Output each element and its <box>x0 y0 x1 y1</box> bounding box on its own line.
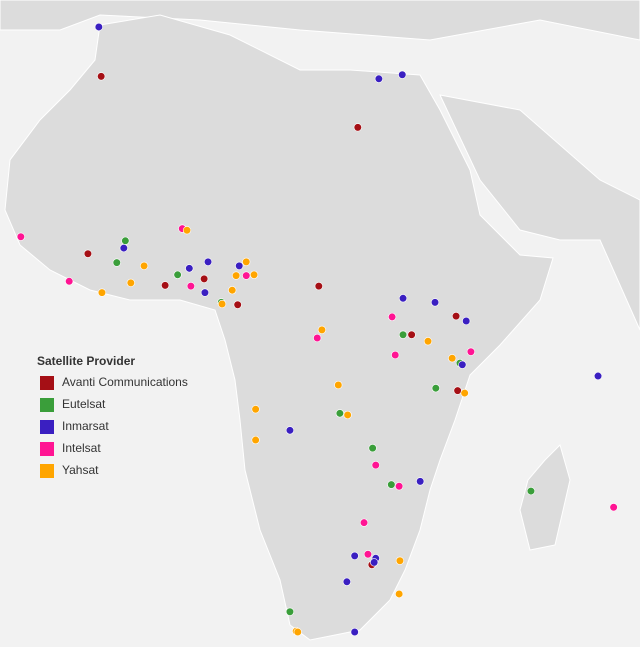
arabia <box>439 94 640 331</box>
site-dot <box>342 577 351 586</box>
site-dot <box>460 388 469 398</box>
site-dot <box>395 589 404 599</box>
site-dot <box>431 384 440 393</box>
site-dot <box>526 486 536 496</box>
site-dot <box>182 226 192 235</box>
site-dot <box>65 277 74 286</box>
legend-swatch <box>40 376 54 390</box>
site-dot <box>242 257 251 266</box>
site-dot <box>458 360 467 369</box>
site-dot <box>593 371 603 381</box>
site-dot <box>371 461 380 470</box>
site-dot <box>395 556 405 565</box>
site-dot <box>112 258 121 267</box>
site-dot <box>398 70 407 79</box>
legend-label: Avanti Communications <box>62 375 188 389</box>
site-dot <box>97 72 106 81</box>
site-dot <box>462 316 471 326</box>
site-dot <box>233 300 242 309</box>
site-dot <box>387 480 396 489</box>
site-dot <box>466 347 476 356</box>
site-dot <box>313 333 322 343</box>
site-dot <box>186 282 195 291</box>
site-dot <box>217 299 227 309</box>
site-dot <box>185 264 194 273</box>
site-dot <box>359 518 369 527</box>
site-dot <box>249 270 259 279</box>
site-dot <box>448 354 457 363</box>
site-dot <box>314 282 323 291</box>
africa <box>4 14 554 641</box>
legend-label: Yahsat <box>62 463 99 477</box>
site-dot <box>228 286 237 295</box>
site-dot <box>374 74 383 83</box>
site-dot <box>161 281 170 290</box>
site-dot <box>350 551 359 560</box>
legend: Satellite Provider Avanti Communications… <box>37 354 188 478</box>
europe <box>0 0 640 41</box>
site-dot <box>407 330 416 339</box>
site-dot <box>126 278 135 288</box>
site-dot <box>139 261 149 271</box>
legend-swatch <box>40 464 54 478</box>
legend-swatch <box>40 420 54 434</box>
site-dot <box>285 426 295 435</box>
site-dot <box>235 261 244 271</box>
legend-label: Intelsat <box>62 441 101 455</box>
site-dot <box>173 270 182 279</box>
site-dot <box>343 410 352 420</box>
site-dot <box>251 435 260 445</box>
site-dot <box>398 294 408 303</box>
site-dot <box>363 550 373 559</box>
site-dot <box>395 482 404 491</box>
legend-label: Eutelsat <box>62 397 106 411</box>
site-dot <box>200 288 210 297</box>
site-dot <box>398 330 408 339</box>
legend-swatch <box>40 442 54 456</box>
site-dot <box>232 271 241 280</box>
dots <box>16 22 618 637</box>
site-dot <box>353 123 362 132</box>
site-dot <box>119 243 128 253</box>
site-dot <box>317 325 327 334</box>
legend-title: Satellite Provider <box>37 354 135 368</box>
madagascar <box>519 444 571 551</box>
site-dot <box>335 409 344 418</box>
site-dot <box>203 257 213 266</box>
site-dot <box>97 288 107 297</box>
legend-label: Inmarsat <box>62 419 109 433</box>
site-dot <box>430 298 440 307</box>
site-dot <box>94 22 103 32</box>
site-dot <box>388 312 397 322</box>
site-dot <box>453 386 462 395</box>
site-dot <box>391 350 400 360</box>
site-dot <box>242 271 251 280</box>
site-dot <box>423 337 433 346</box>
site-dot <box>370 558 379 567</box>
site-dot <box>121 236 130 245</box>
site-dot <box>293 627 302 637</box>
site-dot <box>416 477 425 486</box>
site-dot <box>368 444 377 453</box>
site-dot <box>16 232 25 241</box>
site-dot <box>83 249 93 258</box>
site-dot <box>334 380 343 390</box>
site-dot <box>200 274 209 283</box>
site-dot <box>350 627 359 637</box>
site-dot <box>451 312 461 321</box>
site-dot <box>285 607 295 616</box>
site-dot <box>609 503 618 512</box>
legend-swatch <box>40 398 54 412</box>
site-dot <box>251 405 260 414</box>
